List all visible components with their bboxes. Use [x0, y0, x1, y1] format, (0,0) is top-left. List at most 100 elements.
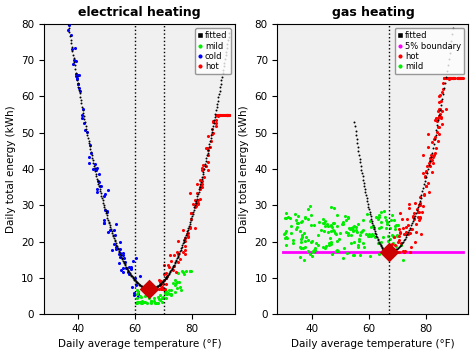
Point	[366, 209, 374, 214]
Point	[304, 206, 312, 212]
Point	[57, 14, 64, 20]
Point	[432, 150, 439, 156]
Point	[138, 284, 146, 289]
Point	[335, 236, 342, 242]
Point	[150, 285, 158, 291]
Point	[175, 279, 183, 285]
Point	[388, 250, 396, 255]
Point	[449, 76, 457, 81]
Point	[108, 228, 115, 234]
Point	[427, 155, 434, 161]
Point	[184, 227, 191, 233]
Point	[356, 152, 363, 158]
Point	[435, 131, 443, 137]
Point	[93, 189, 101, 195]
Point	[79, 115, 86, 120]
Point	[93, 173, 100, 179]
Point	[156, 281, 164, 287]
Point	[396, 229, 404, 235]
Point	[196, 184, 203, 190]
Point	[283, 242, 290, 247]
Point	[161, 276, 169, 282]
Point	[163, 291, 171, 296]
Point	[417, 195, 424, 201]
Point	[174, 254, 182, 260]
Point	[51, 14, 59, 20]
Point	[439, 91, 447, 97]
Point	[416, 214, 423, 220]
Point	[179, 269, 187, 275]
Point	[375, 239, 383, 245]
Point	[222, 49, 230, 54]
Point	[79, 106, 87, 111]
Point	[171, 252, 178, 258]
Point	[395, 226, 403, 232]
Point	[64, 17, 72, 23]
Point	[204, 167, 212, 173]
Point	[360, 244, 367, 250]
Point	[155, 283, 162, 288]
Point	[393, 232, 401, 237]
Point	[78, 112, 86, 118]
Point	[136, 274, 144, 279]
Point	[173, 285, 181, 290]
Point	[417, 215, 424, 221]
Point	[412, 229, 419, 235]
Point	[136, 300, 144, 305]
Point	[120, 256, 128, 261]
Point	[118, 256, 126, 262]
Point	[301, 245, 309, 250]
Point	[212, 123, 219, 129]
Point	[57, 14, 64, 20]
Point	[153, 300, 160, 306]
Point	[418, 192, 425, 197]
Point	[368, 234, 375, 239]
Point	[107, 226, 115, 232]
Point	[137, 283, 145, 289]
Point	[94, 179, 101, 184]
Point	[55, 14, 63, 20]
Point	[388, 250, 396, 255]
Point	[129, 275, 137, 281]
Point	[134, 291, 141, 297]
Point	[419, 210, 426, 215]
Point	[301, 230, 308, 236]
Point	[415, 201, 422, 207]
Point	[193, 196, 201, 201]
Point	[155, 296, 163, 302]
Point	[219, 67, 227, 73]
Point	[60, 14, 67, 20]
Point	[436, 92, 444, 98]
Point	[414, 209, 421, 214]
Point	[50, 14, 57, 20]
Point	[71, 57, 78, 63]
Point	[437, 107, 444, 113]
Point	[134, 293, 142, 299]
Point	[438, 89, 446, 95]
Point	[194, 191, 202, 197]
Point	[434, 122, 441, 128]
Point	[182, 232, 190, 238]
Point	[436, 111, 444, 117]
Point	[202, 155, 210, 161]
Point	[430, 152, 438, 157]
Point	[355, 148, 362, 154]
Point	[170, 263, 178, 268]
Point	[419, 189, 426, 194]
Point	[178, 268, 186, 273]
Point	[424, 180, 432, 186]
Point	[113, 246, 120, 252]
Point	[103, 215, 111, 220]
Point	[148, 285, 156, 291]
Point	[164, 273, 171, 279]
Point	[416, 194, 423, 200]
Point	[201, 164, 209, 169]
Point	[298, 232, 306, 237]
Point	[307, 239, 315, 245]
Point	[386, 244, 394, 249]
Point	[183, 231, 191, 237]
Point	[198, 165, 206, 171]
Point	[109, 232, 117, 237]
Point	[60, 14, 68, 20]
Point	[98, 195, 106, 201]
